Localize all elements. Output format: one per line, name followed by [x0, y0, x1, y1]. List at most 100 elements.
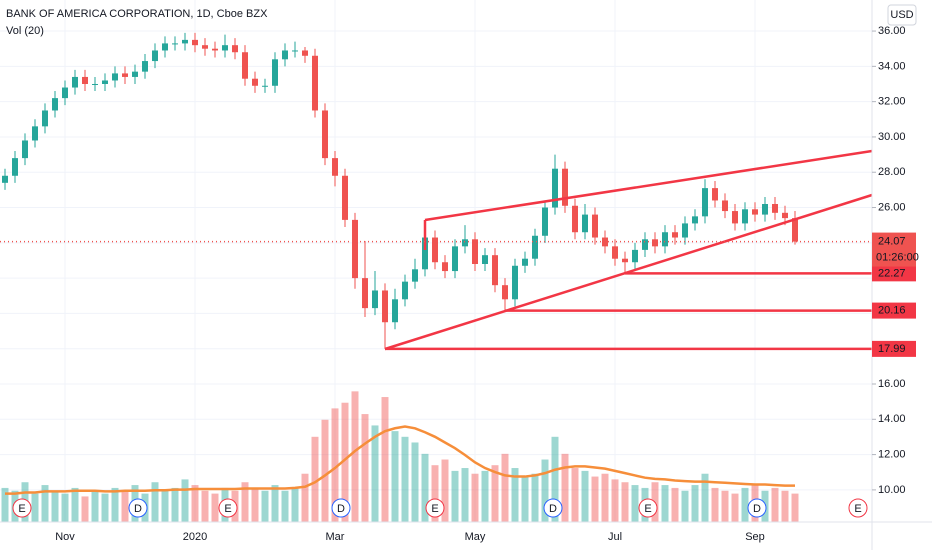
volume-bar [271, 485, 279, 522]
volume-bar [331, 408, 339, 522]
volume-bar [401, 436, 409, 522]
candle-body [492, 255, 498, 286]
volume-bar [461, 468, 469, 522]
event-marker [12, 498, 32, 518]
volume-bar [511, 468, 519, 522]
event-marker [218, 498, 238, 518]
trend-line [384, 193, 873, 351]
candle-body [732, 211, 738, 224]
volume-bar [361, 414, 369, 522]
currency-button[interactable] [887, 4, 917, 26]
volume-bar [391, 431, 399, 522]
candle-body [512, 265, 518, 300]
volume-bar [181, 479, 189, 522]
volume-bar [581, 470, 589, 522]
volume-bar [1, 487, 9, 522]
volume-bar [51, 490, 59, 522]
candle-body [532, 235, 538, 259]
candle-body [12, 158, 18, 176]
candle-body [752, 209, 758, 215]
price-label-box [872, 232, 916, 267]
candle-body [792, 218, 798, 242]
candle-body [452, 246, 458, 272]
volume-bar [531, 473, 539, 522]
volume-bar [421, 453, 429, 522]
y-tick-label: 14.00 [878, 413, 906, 425]
candle-body [52, 98, 58, 111]
trend-line [424, 149, 873, 222]
volume-bar [81, 496, 89, 522]
volume-bar [501, 453, 509, 522]
candle-body [572, 205, 578, 233]
x-tick-label: Sep [745, 531, 765, 543]
volume-bar [451, 470, 459, 522]
event-label: D [549, 503, 557, 515]
candle-body [102, 80, 108, 84]
candle-body [552, 168, 558, 208]
event-marker [128, 498, 148, 518]
candle-body [72, 76, 78, 88]
candle-body [352, 219, 358, 279]
candle-body [642, 239, 648, 250]
volume-bar [481, 470, 489, 522]
candle-body [342, 175, 348, 220]
candle-body [722, 200, 728, 212]
volume-bar [281, 490, 289, 522]
event-marker [331, 498, 351, 518]
volume-bar [411, 442, 419, 522]
candle-body [392, 299, 398, 323]
volume-bar [701, 473, 709, 522]
volume-bar [91, 490, 99, 522]
volume-bar [41, 485, 49, 522]
volume-bar [381, 397, 389, 522]
y-tick-label: 32.00 [878, 96, 906, 108]
level-label: 20.16 [878, 304, 906, 316]
candle-body [622, 258, 628, 263]
volume-bar [211, 493, 219, 522]
candle-body [612, 246, 618, 259]
candle-body [262, 85, 268, 87]
event-label: E [224, 503, 231, 515]
level-label-box [872, 302, 916, 319]
x-tick-label: Nov [55, 531, 75, 543]
volume-bar [631, 485, 639, 522]
volume-bar [551, 436, 559, 522]
candle-body [702, 188, 708, 217]
volume-bar [261, 490, 269, 522]
volume-bar [741, 487, 749, 522]
candle-body [562, 168, 568, 206]
candle-body [592, 214, 598, 238]
volume-bar [71, 487, 79, 522]
event-label: D [753, 503, 761, 515]
candle-body [312, 55, 318, 111]
current-price-label: 24.07 [878, 235, 906, 247]
x-tick-label: Mar [326, 531, 345, 543]
volume-ma-line [5, 425, 795, 495]
volume-bar [721, 490, 729, 522]
volume-bar [191, 485, 199, 522]
candle-body [322, 110, 328, 159]
volume-bar [591, 476, 599, 522]
candle-body [42, 110, 48, 127]
volume-bar [321, 419, 329, 522]
axis-layer: 10.0012.0014.0016.0018.0020.0022.0024.00… [12, 25, 919, 543]
candle-body [762, 204, 768, 215]
indicator-label: Vol (20) [6, 25, 44, 37]
volume-bar [301, 473, 309, 522]
volume-bar [291, 487, 299, 522]
candle-body [742, 209, 748, 224]
volume-bar [151, 482, 159, 522]
event-marker [638, 498, 658, 518]
event-label: D [134, 503, 142, 515]
volume-bar [311, 436, 319, 522]
candle-body [182, 39, 188, 44]
candle-body [712, 188, 718, 201]
candle-body [242, 52, 248, 79]
y-tick-label: 16.00 [878, 378, 906, 390]
volume-bar [341, 402, 349, 522]
event-marker [747, 498, 767, 518]
event-label: E [644, 503, 651, 515]
x-tick-label: May [465, 531, 486, 543]
candle-body [132, 71, 138, 77]
